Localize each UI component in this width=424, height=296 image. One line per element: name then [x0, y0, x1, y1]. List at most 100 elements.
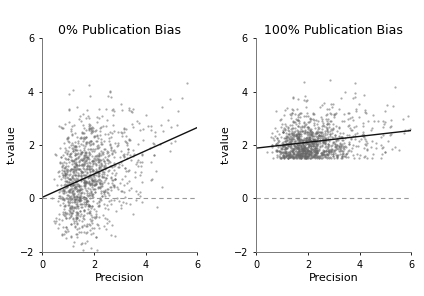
Point	[207, 132, 214, 137]
Point	[103, 148, 110, 153]
Point	[101, 147, 108, 152]
Point	[90, 158, 97, 163]
Point	[68, 210, 75, 215]
Point	[65, 197, 72, 202]
Point	[64, 172, 71, 177]
Point	[84, 224, 90, 229]
Point	[285, 128, 291, 132]
Point	[64, 152, 70, 157]
Point	[311, 152, 318, 157]
Point	[273, 142, 279, 147]
Point	[311, 147, 318, 152]
Point	[109, 177, 115, 182]
Point	[311, 151, 318, 156]
Point	[92, 186, 98, 191]
Point	[78, 162, 85, 166]
Point	[283, 141, 290, 146]
Point	[309, 146, 315, 151]
Point	[299, 154, 306, 158]
Point	[71, 161, 78, 165]
Point	[65, 176, 72, 180]
Point	[282, 126, 289, 131]
Point	[76, 114, 83, 118]
Point	[317, 139, 324, 144]
Point	[63, 169, 70, 174]
Point	[70, 122, 77, 127]
Point	[332, 148, 338, 152]
Point	[102, 176, 109, 180]
Point	[329, 135, 336, 140]
Point	[310, 137, 317, 141]
Point	[322, 155, 329, 160]
Point	[128, 122, 135, 126]
Point	[314, 150, 321, 155]
Point	[310, 139, 317, 143]
Point	[60, 165, 67, 170]
Point	[98, 163, 104, 168]
Point	[303, 151, 310, 155]
Point	[102, 189, 109, 193]
Point	[298, 131, 304, 136]
Point	[65, 139, 72, 144]
Point	[280, 150, 287, 155]
Point	[295, 131, 301, 136]
Point	[81, 162, 87, 167]
Point	[130, 148, 137, 153]
Point	[301, 154, 308, 158]
Point	[287, 136, 293, 141]
Point	[100, 212, 106, 217]
Point	[81, 213, 87, 217]
Point	[92, 170, 98, 175]
Point	[82, 144, 89, 149]
Point	[100, 192, 107, 197]
Point	[92, 177, 99, 181]
Point	[322, 137, 329, 141]
Point	[305, 144, 312, 149]
Point	[279, 155, 285, 159]
Point	[72, 152, 78, 157]
Point	[288, 137, 295, 142]
Point	[107, 130, 114, 135]
Point	[328, 146, 335, 151]
Point	[303, 145, 310, 150]
Point	[105, 167, 112, 172]
Point	[62, 147, 69, 152]
Point	[284, 152, 290, 157]
Point	[73, 160, 79, 164]
Point	[296, 152, 302, 157]
Point	[56, 173, 63, 178]
Point	[307, 149, 313, 154]
Point	[310, 142, 317, 147]
Point	[378, 142, 385, 147]
Point	[294, 153, 301, 157]
Point	[286, 155, 293, 160]
Point	[310, 112, 317, 117]
Point	[54, 198, 61, 203]
Point	[323, 137, 329, 142]
Point	[59, 196, 66, 200]
Point	[421, 115, 424, 120]
Point	[327, 78, 334, 82]
Point	[91, 183, 98, 188]
Point	[64, 227, 71, 231]
Point	[323, 155, 329, 160]
Point	[64, 259, 70, 263]
Point	[81, 191, 87, 195]
Point	[294, 135, 301, 140]
Point	[92, 139, 99, 144]
Point	[84, 201, 91, 206]
Point	[79, 143, 86, 147]
Point	[128, 108, 134, 113]
Point	[94, 221, 100, 226]
Point	[315, 124, 322, 129]
Point	[384, 139, 391, 144]
Point	[86, 173, 93, 178]
Point	[285, 150, 292, 155]
Point	[294, 142, 301, 147]
Point	[287, 142, 294, 147]
Point	[295, 147, 302, 151]
Point	[380, 118, 387, 123]
Point	[72, 147, 78, 152]
Point	[77, 177, 84, 181]
Point	[80, 196, 87, 200]
